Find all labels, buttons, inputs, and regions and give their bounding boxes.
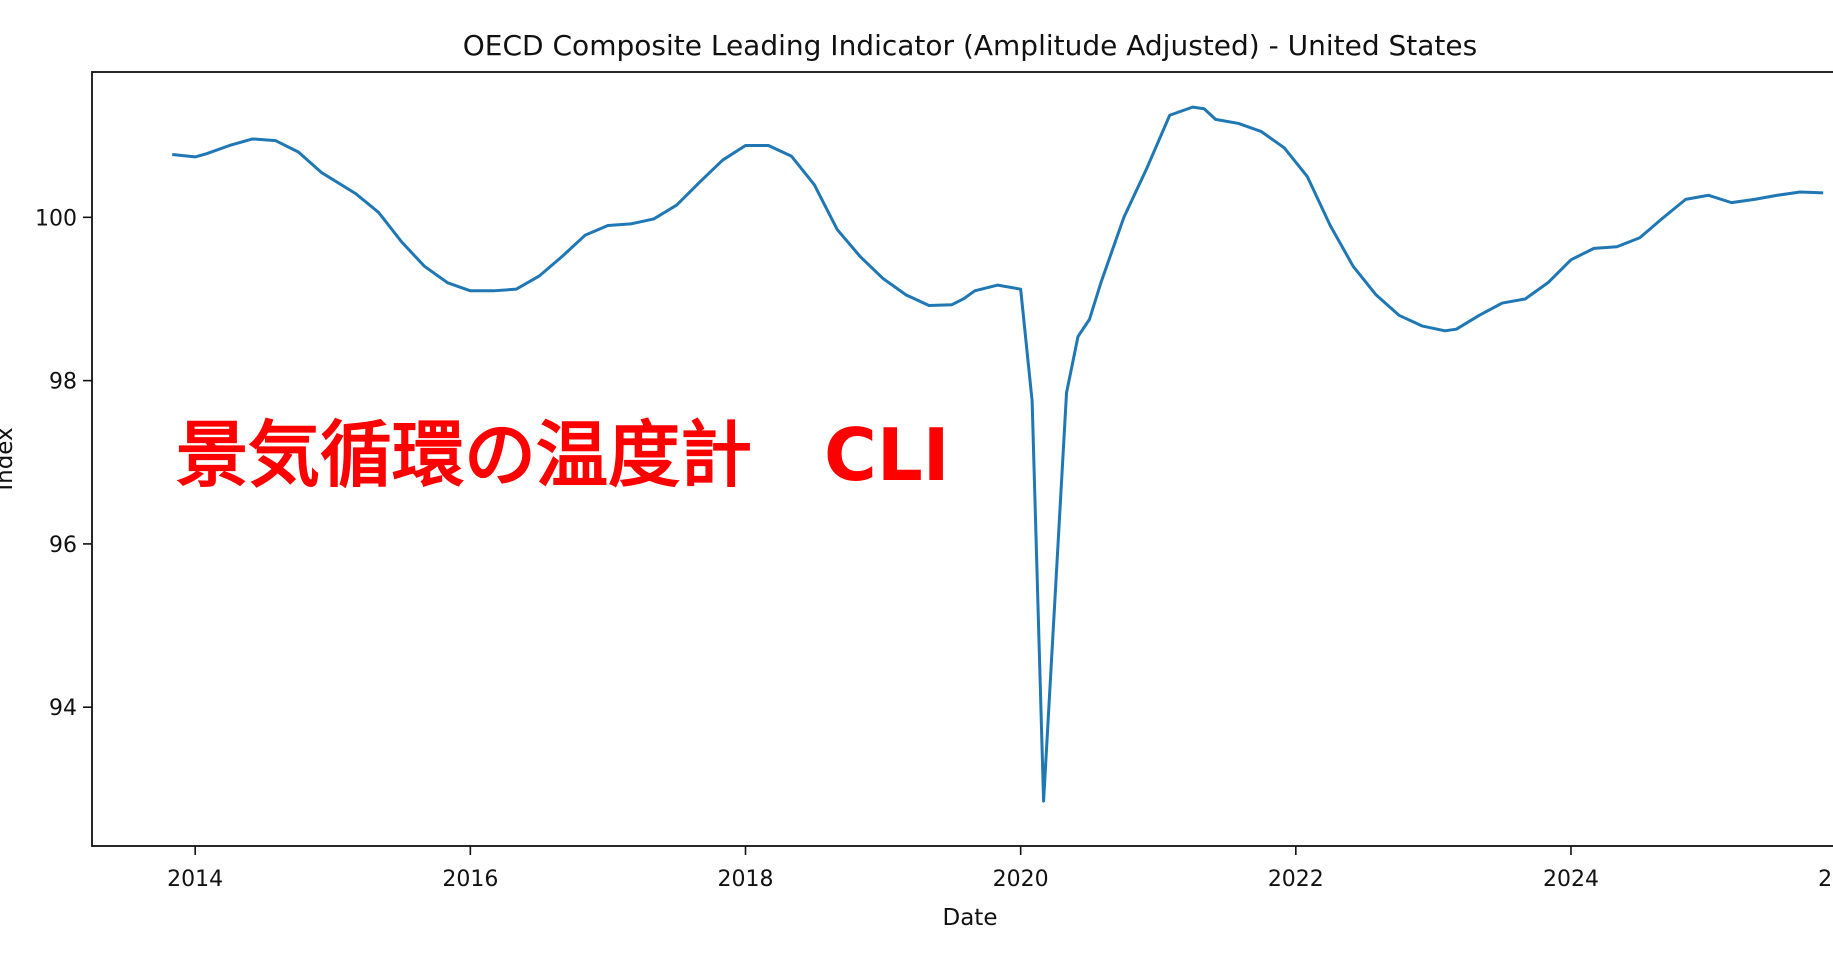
y-axis-label: Index [0, 427, 18, 490]
x-tick-label: 2024 [1543, 867, 1599, 892]
x-tick-label: 2022 [1268, 867, 1324, 892]
y-axis-ticks: 94 96 98 100 [35, 206, 92, 721]
x-axis-label: Date [943, 905, 998, 931]
x-tick-label: 2016 [442, 867, 498, 892]
chart-title: OECD Composite Leading Indicator (Amplit… [463, 29, 1477, 62]
y-tick-label: 100 [35, 206, 77, 231]
chart-annotation: 景気循環の温度計 CLI [176, 413, 950, 497]
y-tick-label: 96 [49, 533, 77, 558]
y-tick-label: 98 [49, 370, 77, 395]
x-tick-label: 2018 [718, 867, 774, 892]
x-tick-label: 2026 [1818, 867, 1833, 892]
series-line [172, 105, 1824, 803]
y-tick-label: 94 [49, 696, 77, 721]
x-tick-label: 2014 [167, 867, 223, 892]
x-tick-label: 2020 [993, 867, 1049, 892]
x-axis-ticks: 2014 2016 2018 2020 2022 2024 2026 [167, 846, 1833, 892]
plot-frame [91, 71, 1833, 847]
